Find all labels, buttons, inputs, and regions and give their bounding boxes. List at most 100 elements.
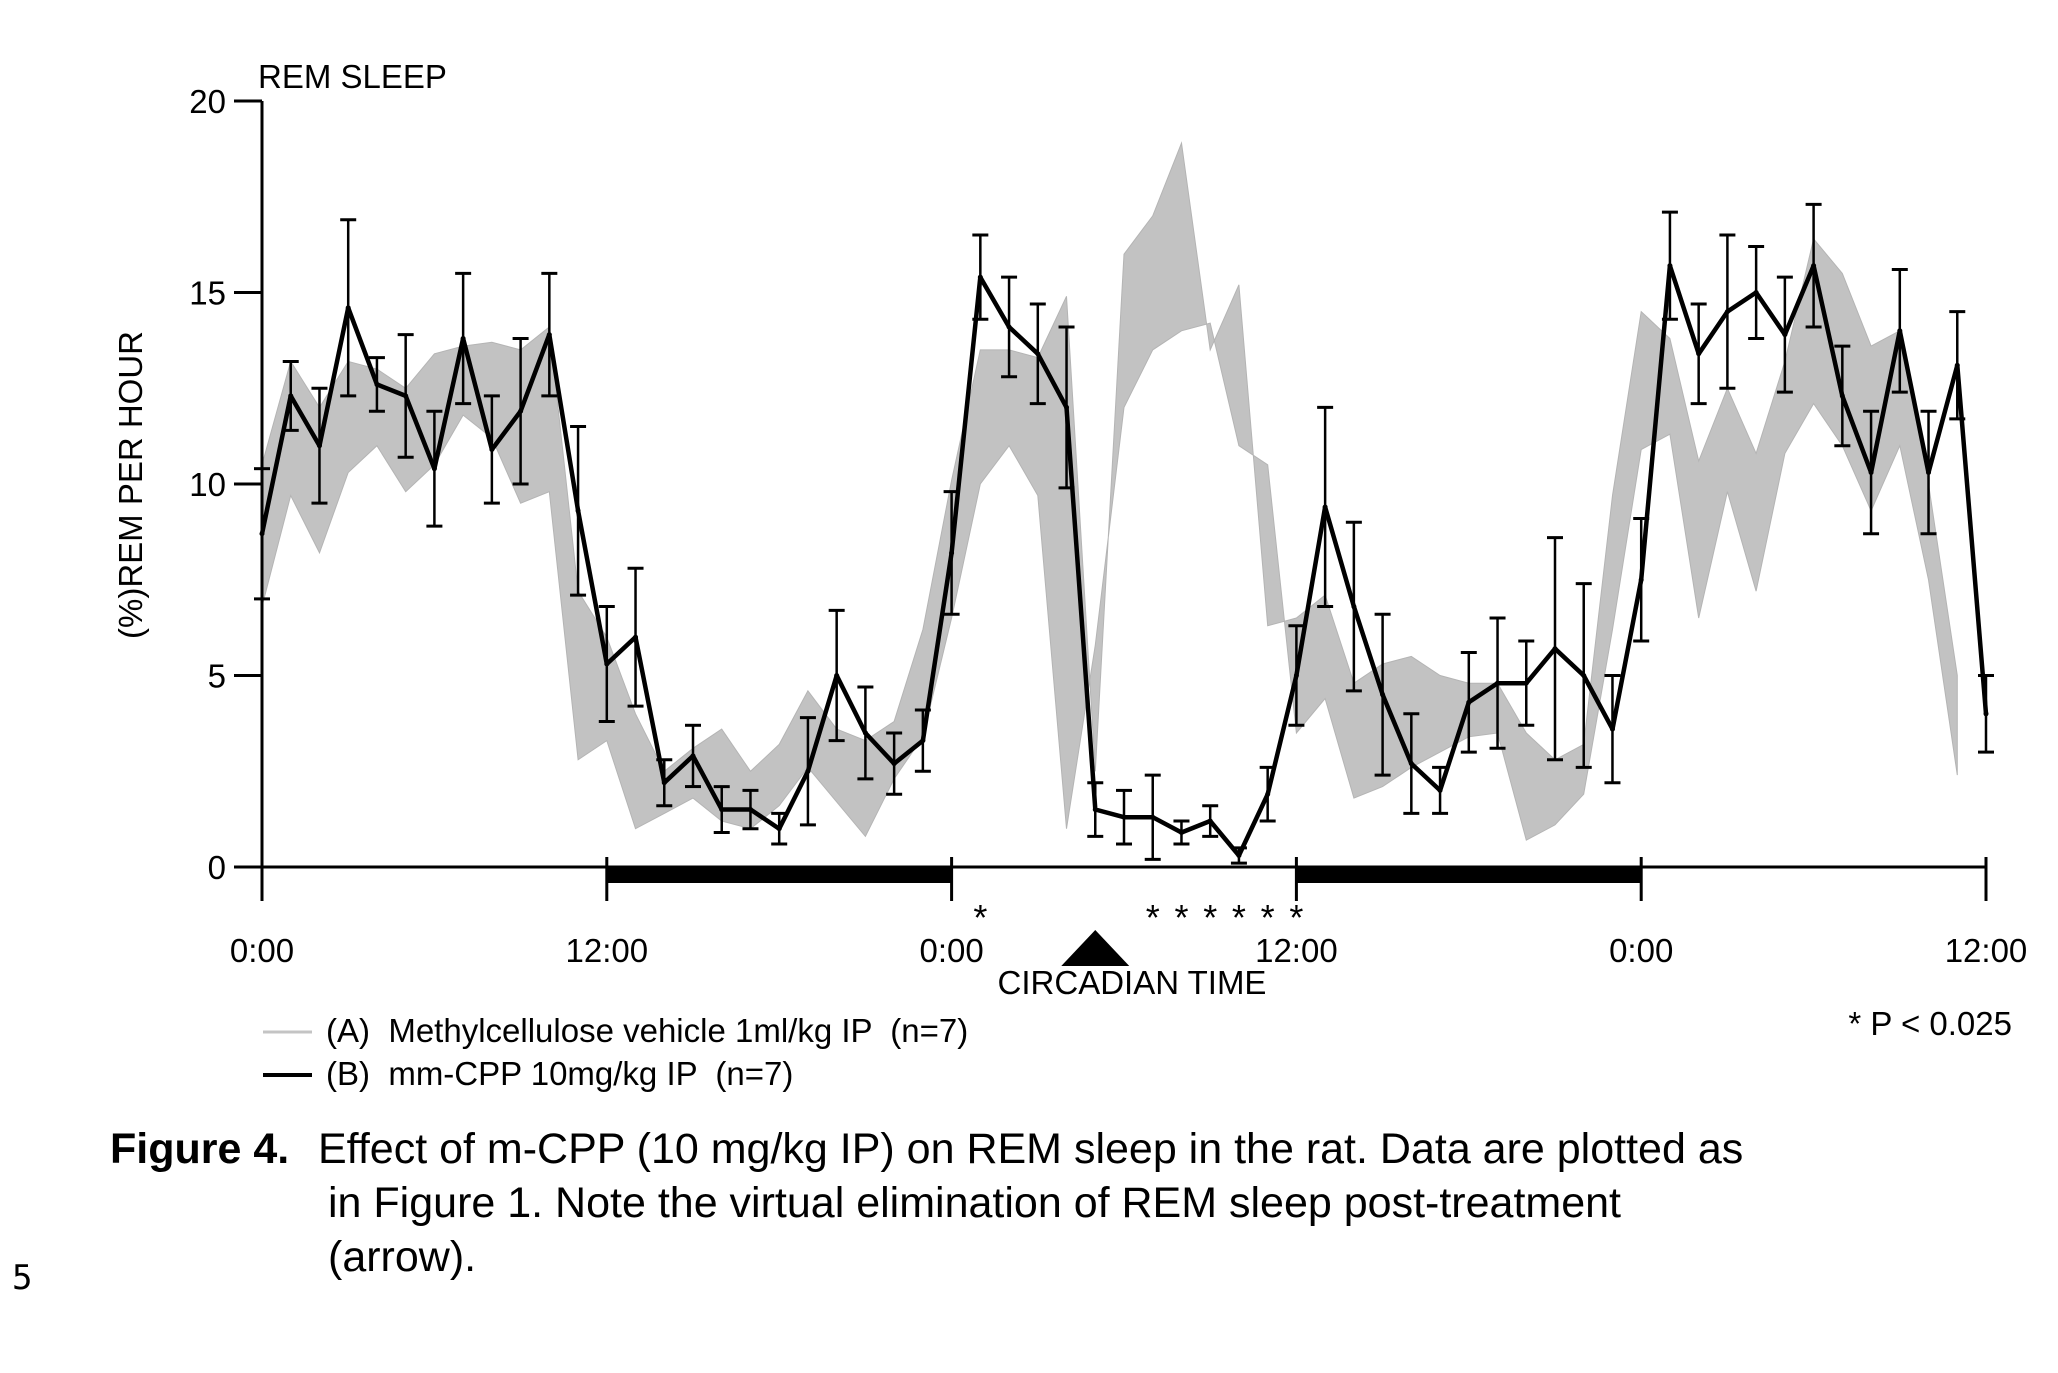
y-tick-label: 15 — [189, 275, 226, 312]
mcpp-point — [1725, 309, 1730, 314]
x-axis-label: CIRCADIAN TIME — [998, 964, 1267, 1001]
caption-text-3: (arrow). — [328, 1233, 476, 1281]
mcpp-point — [805, 769, 810, 774]
x-tick-label: 12:00 — [1945, 932, 2028, 969]
mcpp-point — [1639, 577, 1644, 582]
mcpp-point — [461, 336, 466, 341]
mcpp-point — [1696, 351, 1701, 356]
caption-line-2: in Figure 1. Note the virtual eliminatio… — [110, 1176, 1990, 1230]
mcpp-point — [719, 807, 724, 812]
mcpp-point — [1265, 792, 1270, 797]
mcpp-point — [346, 305, 351, 310]
mcpp-point — [518, 409, 523, 414]
y-axis-label: (%)REM PER HOUR — [112, 331, 149, 639]
mcpp-point — [317, 443, 322, 448]
mcpp-point — [1897, 328, 1902, 333]
mcpp-point — [920, 738, 925, 743]
mcpp-point — [1236, 853, 1241, 858]
significance-star: * — [1203, 897, 1217, 938]
mcpp-point — [1179, 830, 1184, 835]
significance-star: * — [1146, 897, 1160, 938]
vehicle-band-layer — [262, 143, 1957, 840]
caption-line-3: (arrow). — [110, 1230, 1990, 1284]
mcpp-point — [547, 332, 552, 337]
mcpp-point — [777, 826, 782, 831]
significance-star: * — [1261, 897, 1275, 938]
mcpp-point — [1323, 504, 1328, 509]
y-ticks: 0 5 10 15 20 — [189, 83, 262, 886]
mcpp-point — [892, 761, 897, 766]
mcpp-point — [1553, 646, 1558, 651]
significance-star: * — [973, 897, 987, 938]
mcpp-point — [1150, 815, 1155, 820]
mcpp-point — [288, 393, 293, 398]
x-ticks: 0:0012:000:0012:000:0012:00 — [230, 857, 2027, 969]
mcpp-point — [1984, 711, 1989, 716]
significance-star: * — [1232, 897, 1246, 938]
mcpp-point — [1667, 263, 1672, 268]
mcpp-point — [260, 531, 265, 536]
dark-period-bar — [607, 867, 952, 883]
mcpp-point — [662, 780, 667, 785]
significance-stars: * * * * * * * — [973, 897, 1303, 938]
y-tick-label: 10 — [189, 466, 226, 503]
mcpp-point — [1524, 681, 1529, 686]
x-tick-label: 12:00 — [566, 932, 649, 969]
significance-star: * — [1289, 897, 1303, 938]
vehicle-band — [262, 143, 1957, 840]
mcpp-point — [1093, 807, 1098, 812]
mcpp-point — [403, 393, 408, 398]
caption-lead: Figure 4. — [110, 1122, 318, 1176]
legend-label-mcpp: (B) mm-CPP 10mg/kg IP (n=7) — [326, 1055, 793, 1092]
legend-label-vehicle: (A) Methylcellulose vehicle 1ml/kg IP (n… — [326, 1012, 968, 1049]
caption-line-1: Figure 4.Effect of m-CPP (10 mg/kg IP) o… — [110, 1122, 1990, 1176]
mcpp-point — [1811, 263, 1816, 268]
mcpp-point — [1869, 470, 1874, 475]
y-tick-label: 0 — [208, 849, 226, 886]
mcpp-point — [1409, 761, 1414, 766]
mcpp-point — [834, 673, 839, 678]
mcpp-point — [1782, 332, 1787, 337]
caption-text-1: Effect of m-CPP (10 mg/kg IP) on REM sle… — [318, 1125, 1743, 1173]
mcpp-point — [1754, 290, 1759, 295]
treatment-arrow-icon — [1061, 930, 1129, 966]
significance-star: * — [1174, 897, 1188, 938]
mcpp-point — [1610, 727, 1615, 732]
mcpp-point — [1955, 363, 1960, 368]
mcpp-point — [1926, 470, 1931, 475]
x-tick-label: 0:00 — [1609, 932, 1673, 969]
mcpp-point — [1122, 815, 1127, 820]
mcpp-point — [633, 635, 638, 640]
mcpp-point — [1208, 819, 1213, 824]
figure-caption: Figure 4.Effect of m-CPP (10 mg/kg IP) o… — [110, 1122, 1990, 1284]
mcpp-point — [1064, 405, 1069, 410]
significance-note: * P < 0.025 — [1848, 1005, 2012, 1042]
mcpp-point — [432, 466, 437, 471]
mcpp-point — [1840, 393, 1845, 398]
mcpp-point — [1007, 324, 1012, 329]
mcpp-point — [691, 753, 696, 758]
y-tick-label: 5 — [208, 658, 226, 695]
mcpp-point — [949, 550, 954, 555]
mcpp-point — [576, 508, 581, 513]
chart-title: REM SLEEP — [258, 58, 447, 95]
dark-period-bar — [1296, 867, 1641, 883]
mcpp-point — [1466, 700, 1471, 705]
page-number: 5 — [12, 1258, 32, 1298]
mcpp-point — [1351, 604, 1356, 609]
caption-text-2: in Figure 1. Note the virtual eliminatio… — [328, 1179, 1621, 1227]
mcpp-point — [604, 662, 609, 667]
mcpp-point — [489, 447, 494, 452]
mcpp-point — [748, 807, 753, 812]
mcpp-point — [1581, 673, 1586, 678]
mcpp-point — [1495, 681, 1500, 686]
mcpp-point — [1294, 673, 1299, 678]
mcpp-point — [978, 275, 983, 280]
y-tick-label: 20 — [189, 83, 226, 120]
x-tick-label: 0:00 — [230, 932, 294, 969]
mcpp-point — [374, 382, 379, 387]
mcpp-point — [1380, 692, 1385, 697]
dark-period-bars — [607, 867, 1641, 883]
legend: (A) Methylcellulose vehicle 1ml/kg IP (n… — [263, 1012, 968, 1092]
mcpp-point — [1438, 788, 1443, 793]
